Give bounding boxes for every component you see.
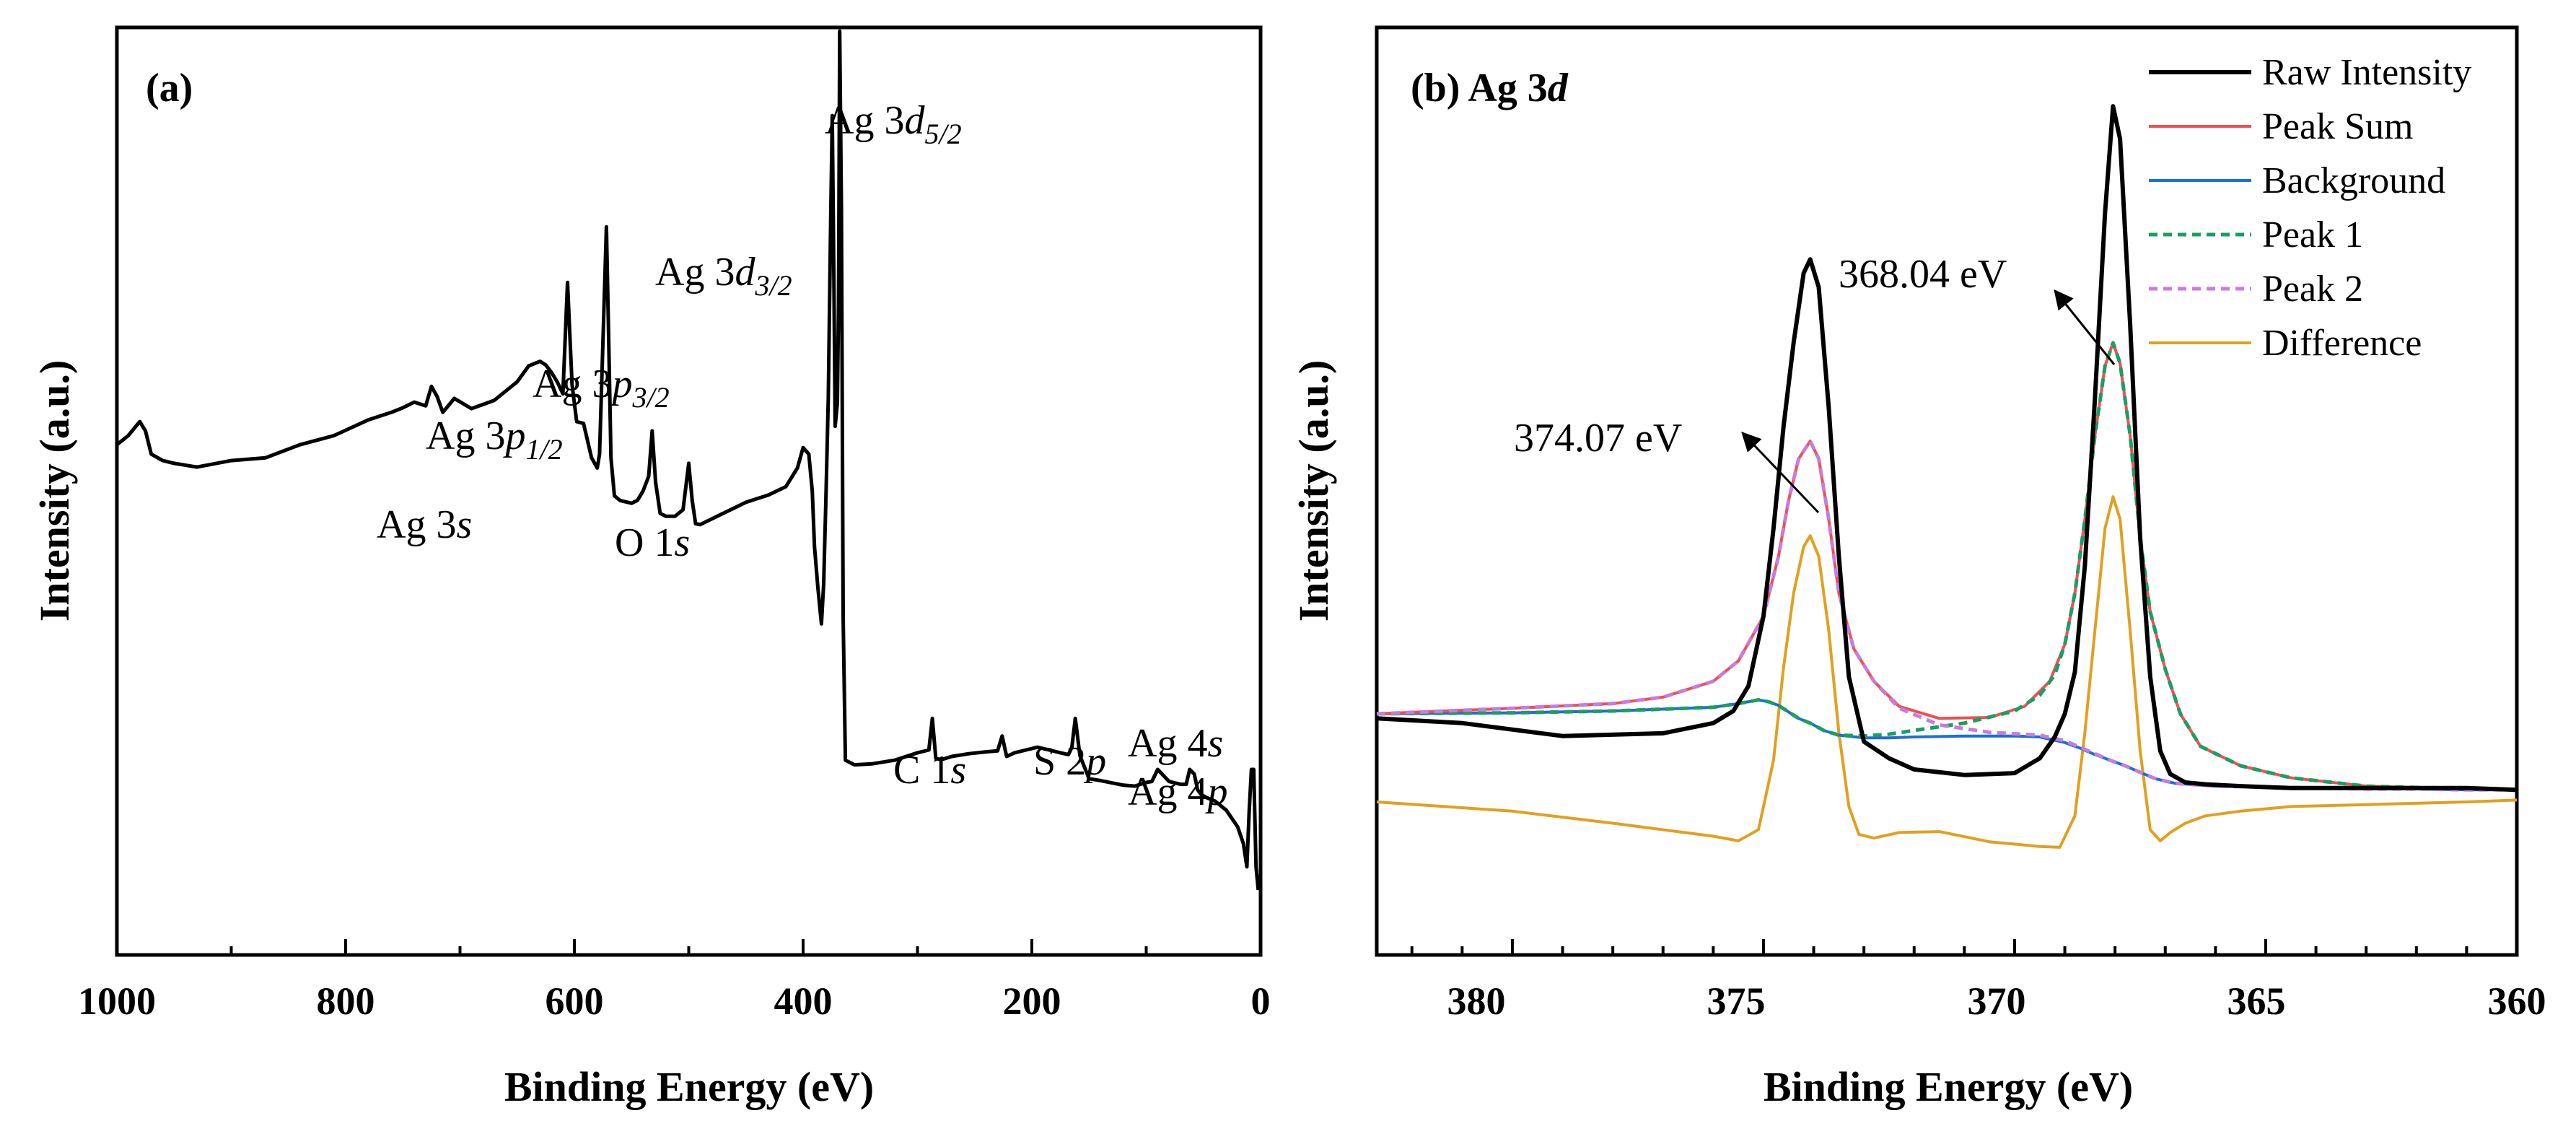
panel-b-frame xyxy=(1375,25,2519,957)
legend-label-difference: Difference xyxy=(2262,323,2422,364)
peak-label-ag-4p: Ag 4p xyxy=(1128,769,1227,814)
legend-label-background: Background xyxy=(2262,160,2445,201)
annotation-arrow-368 xyxy=(2054,289,2116,365)
tick-label-0: 0 xyxy=(1251,979,1271,1023)
panel-b-x-tick-labels: 380 375 370 365 360 xyxy=(1447,979,2546,1023)
legend-label-peak-sum: Peak Sum xyxy=(2262,106,2413,147)
peak-label-ag-3d32: Ag 3d3/2 xyxy=(655,250,792,302)
peak-label-c-1s: C 1s xyxy=(893,748,966,793)
tick-label-600: 600 xyxy=(546,979,604,1023)
tick-label-370: 370 xyxy=(1968,979,2026,1023)
panel-b-y-axis-title: Intensity (a.u.) xyxy=(1290,360,1337,622)
annotation-374-07: 374.07 eV xyxy=(1514,416,1682,461)
tick-label-375: 375 xyxy=(1707,979,1766,1023)
annotation-368-04: 368.04 eV xyxy=(1839,252,2007,297)
annotation-arrow-374 xyxy=(1741,432,1820,514)
raw-intensity-line xyxy=(1376,104,2518,793)
tick-label-400: 400 xyxy=(774,979,833,1023)
panel-b-x-axis-title: Binding Energy (eV) xyxy=(1764,1063,2133,1110)
peak-label-ag-3d52: Ag 3d5/2 xyxy=(825,98,962,150)
panel-a-y-axis-title: Intensity (a.u.) xyxy=(31,360,78,622)
legend: Raw Intensity Peak Sum Background Peak 1… xyxy=(2149,52,2471,364)
survey-spectrum-line xyxy=(115,29,1261,891)
panel-a-x-ticks xyxy=(115,939,1262,955)
panel-a: 1000 800 600 400 200 0 (a) Binding Energ… xyxy=(31,25,1271,1110)
panel-b-x-ticks xyxy=(1410,939,2518,955)
peak-1-line xyxy=(1376,341,2518,792)
panel-a-frame xyxy=(115,25,1263,957)
difference-line xyxy=(1376,495,2518,849)
legend-label-peak-2: Peak 2 xyxy=(2262,269,2363,310)
tick-label-380: 380 xyxy=(1447,979,1506,1023)
legend-label-peak-1: Peak 1 xyxy=(2262,214,2363,256)
peak-label-ag-3p12: Ag 3p1/2 xyxy=(426,414,563,466)
tick-label-800: 800 xyxy=(317,979,375,1023)
panel-a-x-tick-labels: 1000 800 600 400 200 0 xyxy=(78,979,1271,1023)
peak-label-ag-3p32: Ag 3p3/2 xyxy=(533,362,670,414)
background-line xyxy=(1376,698,2517,792)
tick-label-1000: 1000 xyxy=(78,979,156,1023)
panel-b: 380 375 370 365 360 (b) Ag 3d Binding En… xyxy=(1290,25,2546,1110)
panel-a-x-axis-title: Binding Energy (eV) xyxy=(504,1063,874,1110)
tick-label-200: 200 xyxy=(1003,979,1061,1023)
peak-label-ag-3s: Ag 3s xyxy=(377,502,472,547)
legend-label-raw: Raw Intensity xyxy=(2262,52,2471,93)
panel-a-label: (a) xyxy=(146,66,193,110)
peak-sum-line xyxy=(1376,341,2518,792)
peak-2-line xyxy=(1376,439,2517,792)
peak-label-s-2p: S 2p xyxy=(1033,739,1106,784)
peak-label-ag-4s: Ag 4s xyxy=(1128,721,1223,766)
panel-b-label: (b) Ag 3d xyxy=(1411,66,1569,110)
peak-label-o-1s: O 1s xyxy=(615,520,690,565)
tick-label-365: 365 xyxy=(2227,979,2286,1023)
tick-label-360: 360 xyxy=(2488,979,2546,1023)
